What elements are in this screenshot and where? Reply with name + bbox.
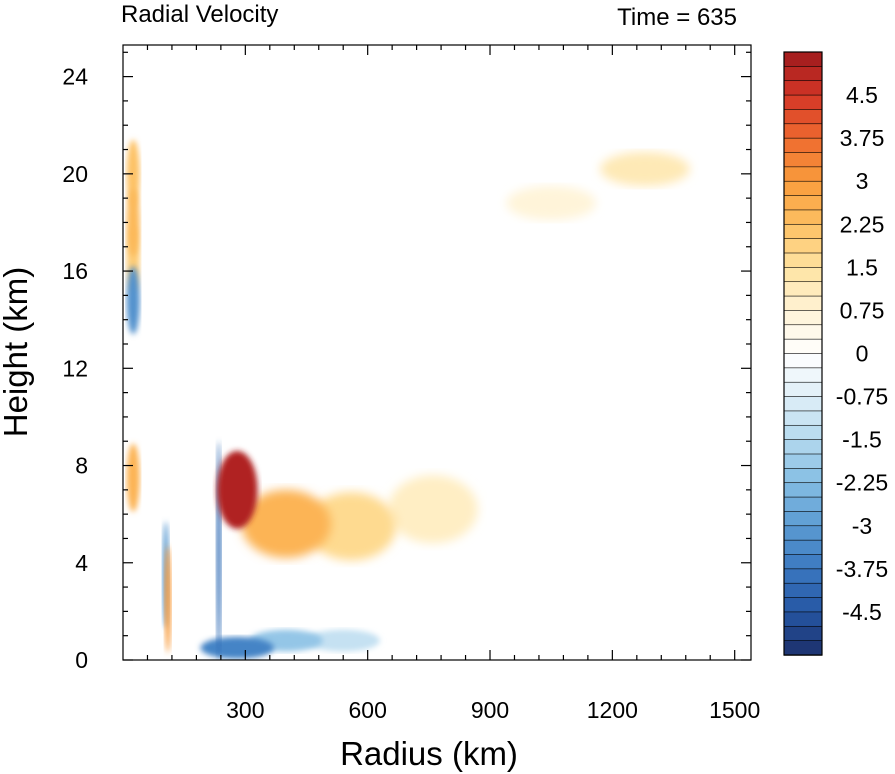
colorbar: 4.5 3.75 3 2.25 1.5 0.75 0 -0.75 -1.5 -2.25 -3 -3.7… — [783, 51, 888, 656]
colorbar-bin — [783, 597, 823, 613]
colorbar-bin — [783, 453, 823, 470]
colorbar-bin — [783, 209, 823, 225]
colorbar-bin — [783, 525, 823, 541]
field-feature — [200, 636, 274, 659]
y-tick-label: 12 — [62, 355, 88, 381]
colorbar-bin — [783, 66, 823, 82]
colorbar-bin — [783, 554, 823, 570]
colorbar-bin — [783, 338, 823, 355]
colorbar-bin — [783, 496, 823, 513]
colorbar-bin — [783, 625, 823, 642]
y-tick-label: 20 — [62, 161, 88, 187]
colorbar-label: 3.75 — [840, 125, 885, 151]
field-feature — [241, 489, 331, 558]
chart-title: Radial Velocity — [121, 1, 278, 28]
plot-frame — [122, 44, 752, 661]
colorbar-label: -2.25 — [836, 470, 888, 496]
field-feature — [506, 185, 597, 221]
x-tick-label: 1200 — [587, 697, 638, 723]
colorbar-label: -0.75 — [836, 384, 888, 410]
colorbar-bin — [783, 511, 823, 527]
y-tick-label: 8 — [75, 453, 88, 479]
colorbar-label: -3 — [852, 513, 872, 539]
colorbar-label: -3.75 — [836, 556, 888, 582]
time-label: Time = 635 — [617, 4, 737, 31]
field-feature — [126, 266, 140, 335]
field-feature — [126, 139, 140, 208]
x-tick-label: 1500 — [709, 697, 760, 723]
colorbar-bin — [783, 223, 823, 240]
field-feature — [126, 188, 140, 257]
colorbar-bin — [783, 439, 823, 455]
colorbar-bin — [783, 180, 823, 197]
colorbar-label: 0 — [856, 341, 869, 367]
colorbar-bin — [783, 310, 823, 326]
colorbar-bin — [783, 367, 823, 383]
x-tick-label: 900 — [471, 697, 509, 723]
colorbar-bin — [783, 109, 823, 125]
colorbar-bin — [783, 482, 823, 498]
y-tick-label: 24 — [62, 64, 88, 90]
colorbar-bin — [783, 295, 823, 312]
colorbar-label: 4.5 — [846, 82, 878, 108]
colorbar-bin — [783, 267, 823, 283]
colorbar-frame — [783, 51, 823, 656]
y-axis-label: Height (km) — [0, 267, 34, 438]
field-feature — [126, 443, 140, 512]
colorbar-bin — [783, 424, 823, 441]
x-axis-label: Radius (km) — [340, 735, 518, 772]
colorbar-label: -1.5 — [842, 427, 882, 453]
colorbar-bin — [783, 166, 823, 182]
x-tick-label: 300 — [226, 697, 264, 723]
colorbar-bin — [783, 396, 823, 412]
colorbar-bin — [783, 611, 823, 627]
colorbar-bin — [783, 137, 823, 154]
colorbar-bin — [783, 324, 823, 340]
colorbar-label: 0.75 — [840, 297, 885, 323]
colorbar-bin — [783, 94, 823, 111]
colorbar-bin — [783, 582, 823, 599]
colorbar-label: 3 — [856, 168, 869, 194]
y-tick-label: 0 — [75, 647, 88, 673]
field-feature — [388, 475, 478, 544]
colorbar-bin — [783, 281, 823, 297]
y-tick-label: 4 — [75, 550, 88, 576]
colorbar-bin — [783, 195, 823, 211]
field-feature — [306, 492, 397, 561]
y-tick-label: 16 — [62, 258, 88, 284]
colorbar-label: -4.5 — [842, 599, 882, 625]
colorbar-bin — [783, 238, 823, 254]
field-feature — [306, 629, 380, 652]
velocity-field — [126, 139, 690, 660]
y-axis-ticks: 0 4 8 12 16 20 24 — [62, 51, 751, 673]
colorbar-bin — [783, 468, 823, 484]
colorbar-label: 1.5 — [846, 254, 878, 280]
colorbar-bin — [783, 51, 823, 68]
field-feature — [216, 450, 258, 529]
colorbar-bin — [783, 123, 823, 139]
x-tick-label: 600 — [348, 697, 386, 723]
colorbar-bin — [783, 568, 823, 584]
colorbar-bin — [783, 152, 823, 168]
colorbar-bin — [783, 252, 823, 269]
colorbar-bin — [783, 353, 823, 369]
colorbar-bin — [783, 80, 823, 96]
field-feature — [164, 545, 172, 653]
colorbar-bin — [783, 640, 823, 656]
field-feature — [600, 151, 690, 186]
x-axis-ticks: 300 600 900 1200 1500 — [146, 45, 760, 723]
colorbar-bin — [783, 410, 823, 426]
colorbar-bin — [783, 539, 823, 556]
colorbar-bin — [783, 381, 823, 398]
colorbar-label: 2.25 — [840, 211, 885, 237]
